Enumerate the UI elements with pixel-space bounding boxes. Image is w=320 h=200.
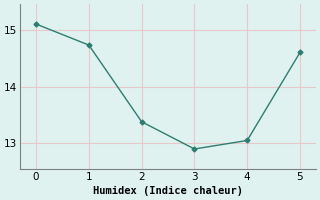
X-axis label: Humidex (Indice chaleur): Humidex (Indice chaleur) — [93, 186, 243, 196]
